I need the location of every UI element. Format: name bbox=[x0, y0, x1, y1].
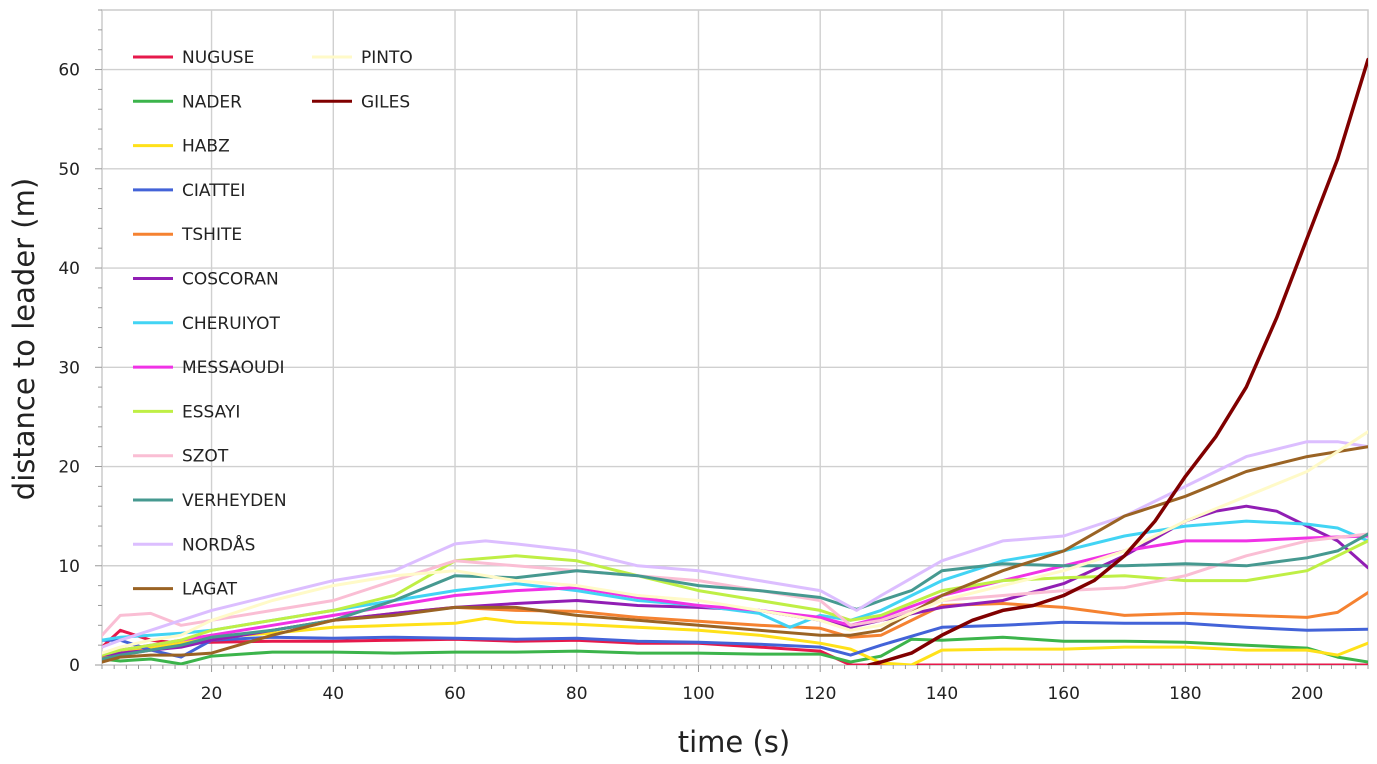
legend-item-messaoudi: MESSAOUDI bbox=[133, 358, 285, 378]
legend-label: ESSAYI bbox=[182, 402, 240, 422]
legend-label: NUGUSE bbox=[182, 48, 254, 68]
series-line-nader bbox=[102, 635, 1368, 665]
legend-item-nord-s: NORDÅS bbox=[133, 533, 255, 555]
legend-item-nader: NADER bbox=[133, 92, 242, 112]
x-tick-label: 80 bbox=[566, 684, 588, 704]
legend-label: NORDÅS bbox=[182, 533, 255, 555]
legend-label: VERHEYDEN bbox=[182, 491, 287, 511]
legend-label: MESSAOUDI bbox=[182, 358, 285, 378]
legend-label: NADER bbox=[182, 92, 242, 112]
series-line-pinto bbox=[102, 430, 1368, 655]
series-group bbox=[102, 57, 1368, 665]
y-tick-label: 30 bbox=[58, 358, 80, 378]
legend-item-essayi: ESSAYI bbox=[133, 402, 240, 422]
legend-label: LAGAT bbox=[182, 580, 238, 600]
x-tick-label: 60 bbox=[444, 684, 466, 704]
legend-item-tshite: TSHITE bbox=[133, 225, 242, 245]
legend-label: CIATTEI bbox=[182, 181, 245, 201]
axes: 20 40 60 80 100 120 140 160 180 200 0 10 20 30 40 50 60 bbox=[58, 9, 1369, 704]
legend-item-szot: SZOT bbox=[133, 447, 229, 467]
legend-label: SZOT bbox=[182, 447, 229, 467]
x-tick-label: 20 bbox=[201, 684, 223, 704]
series-lines bbox=[102, 57, 1368, 665]
x-tick-label: 200 bbox=[1291, 684, 1323, 704]
legend-label: CHERUIYOT bbox=[182, 314, 280, 334]
legend-label: HABZ bbox=[182, 137, 230, 157]
legend-label: GILES bbox=[361, 92, 410, 112]
legend-item-verheyden: VERHEYDEN bbox=[133, 491, 287, 511]
legend-item-coscoran: COSCORAN bbox=[133, 270, 279, 290]
legend-label: TSHITE bbox=[181, 225, 242, 245]
x-tick-label: 100 bbox=[682, 684, 714, 704]
x-tick-label: 160 bbox=[1047, 684, 1079, 704]
y-tick-label: 20 bbox=[58, 458, 80, 478]
series-line-lagat bbox=[102, 445, 1368, 664]
y-axis-label: distance to leader (m) bbox=[7, 178, 41, 500]
legend-item-habz: HABZ bbox=[133, 137, 230, 157]
plot-area bbox=[101, 9, 1369, 666]
y-tick-label: 60 bbox=[58, 61, 80, 81]
x-axis-label: time (s) bbox=[678, 725, 790, 759]
legend-item-cheruiyot: CHERUIYOT bbox=[133, 314, 280, 334]
y-tick-label: 40 bbox=[58, 259, 80, 279]
x-tick-label: 140 bbox=[926, 684, 958, 704]
series-line-verheyden bbox=[102, 532, 1368, 661]
y-tick-label: 10 bbox=[58, 557, 80, 577]
legend-item-giles: GILES bbox=[312, 92, 410, 112]
y-tick-label: 0 bbox=[69, 656, 80, 676]
series-line-essayi bbox=[102, 539, 1368, 657]
legend-item-ciattei: CIATTEI bbox=[133, 181, 245, 201]
x-tick-label: 120 bbox=[804, 684, 836, 704]
series-line-nord-s bbox=[102, 440, 1368, 649]
legend-item-pinto: PINTO bbox=[312, 48, 413, 68]
grid bbox=[101, 9, 1369, 666]
legend-label: PINTO bbox=[361, 48, 413, 68]
legend-item-lagat: LAGAT bbox=[133, 580, 238, 600]
legend-item-nuguse: NUGUSE bbox=[133, 48, 254, 68]
legend: NUGUSE NADER HABZ CIATTEI TSHITE COSCORAN CHER… bbox=[133, 48, 413, 600]
x-tick-label: 40 bbox=[322, 684, 344, 704]
series-line-giles bbox=[867, 57, 1368, 665]
x-tick-label: 180 bbox=[1169, 684, 1201, 704]
legend-label: COSCORAN bbox=[182, 270, 279, 290]
y-tick-label: 50 bbox=[58, 160, 80, 180]
